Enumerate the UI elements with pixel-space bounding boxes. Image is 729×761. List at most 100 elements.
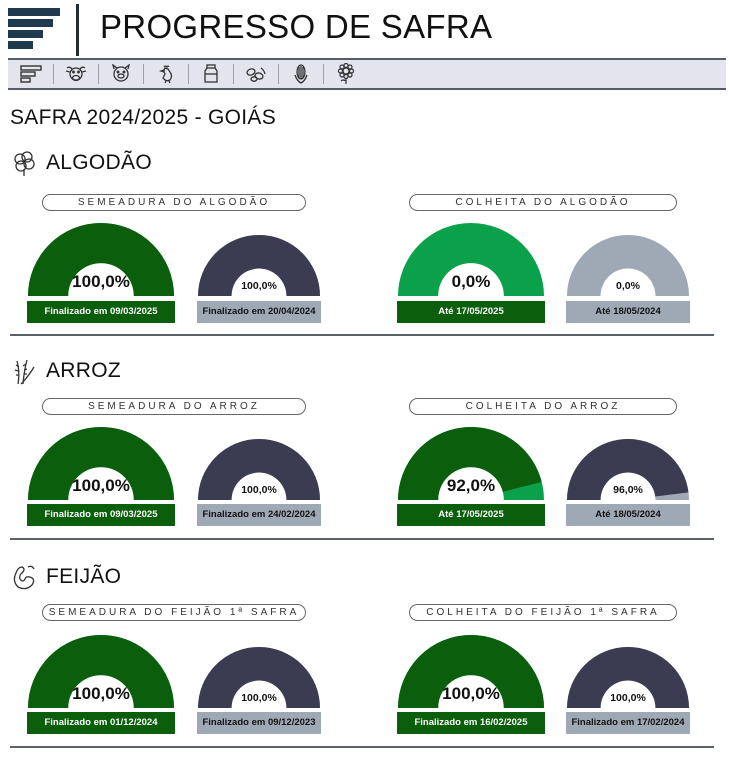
gauge-current-label: Até 17/05/2025 bbox=[397, 504, 545, 526]
gauge-arc bbox=[567, 438, 689, 500]
pig-icon[interactable] bbox=[106, 62, 136, 86]
sunflower-icon[interactable] bbox=[331, 62, 361, 86]
gauge-value: 100,0% bbox=[72, 272, 130, 291]
gauge-fill-arc bbox=[398, 426, 542, 500]
harvest-pill: COLHEITA DO ARROZ bbox=[409, 398, 677, 415]
gauge-fill-arc bbox=[198, 234, 320, 296]
crop-name: ARROZ bbox=[46, 359, 121, 382]
app-title: PROGRESSO DE SAFRA bbox=[100, 8, 493, 45]
gauge-previous-label: Finalizado em 24/02/2024 bbox=[197, 504, 321, 526]
gauge-value: 100,0% bbox=[241, 280, 277, 292]
gauge-current-label: Até 17/05/2025 bbox=[397, 301, 545, 323]
gauge-current-label: Finalizado em 16/02/2025 bbox=[397, 712, 545, 734]
gauge-value: 100,0% bbox=[610, 692, 646, 704]
harvest-pill: COLHEITA DO ALGODÃO bbox=[409, 194, 677, 211]
gauge-previous-harvest: 0,0% bbox=[566, 232, 690, 298]
gauge-arc bbox=[28, 634, 174, 708]
gauge-previous-sowing: 100,0% bbox=[197, 232, 321, 298]
toolbar-separator bbox=[143, 64, 144, 84]
gauge-fill-arc bbox=[198, 438, 320, 500]
gauge-previous-label: Finalizado em 17/02/2024 bbox=[566, 712, 690, 734]
gauge-previous-label: Até 18/05/2024 bbox=[566, 504, 690, 526]
gauge-current-harvest: 100,0% bbox=[397, 632, 545, 712]
logo-icon bbox=[8, 8, 60, 50]
sowing-pill: SEMEADURA DO FEIJÃO 1ª SAFRA bbox=[42, 604, 306, 621]
gauge-arc bbox=[398, 634, 544, 708]
chicken-icon[interactable] bbox=[151, 62, 181, 86]
gauge-previous-sowing: 100,0% bbox=[197, 644, 321, 710]
gauge-remaining-arc bbox=[567, 234, 689, 296]
gauge-value: 100,0% bbox=[442, 684, 500, 703]
gauge-value: 92,0% bbox=[446, 476, 496, 495]
gauge-previous-label: Finalizado em 20/04/2024 bbox=[197, 301, 321, 323]
crop-header: ARROZ bbox=[10, 356, 121, 386]
toolbar-separator bbox=[53, 64, 54, 84]
gauge-current-label: Finalizado em 09/03/2025 bbox=[27, 301, 175, 323]
beans-icon[interactable] bbox=[241, 62, 271, 86]
bean-icon bbox=[13, 565, 35, 590]
header-divider bbox=[76, 4, 79, 56]
gauge-fill-arc bbox=[198, 646, 320, 708]
gauge-value: 100,0% bbox=[241, 692, 277, 704]
toolbar-separator bbox=[323, 64, 324, 84]
milk-can-icon[interactable] bbox=[196, 62, 226, 86]
harvest-pill: COLHEITA DO FEIJÃO 1ª SAFRA bbox=[409, 604, 677, 621]
gauge-previous-harvest: 100,0% bbox=[566, 644, 690, 710]
crop-name: FEIJÃO bbox=[46, 565, 122, 588]
gauge-fill-arc bbox=[567, 439, 689, 500]
gauge-current-harvest: 92,0% bbox=[397, 424, 545, 504]
gauge-arc bbox=[198, 234, 320, 296]
rice-icon bbox=[14, 359, 35, 385]
toolbar bbox=[8, 58, 726, 90]
gauge-value: 100,0% bbox=[241, 484, 277, 496]
gauge-value: 100,0% bbox=[72, 684, 130, 703]
app-header: PROGRESSO DE SAFRA bbox=[0, 0, 729, 58]
gauge-current-sowing: 100,0% bbox=[27, 220, 175, 300]
sowing-pill: SEMEADURA DO ALGODÃO bbox=[42, 194, 306, 211]
gauge-current-label: Finalizado em 01/12/2024 bbox=[27, 712, 175, 734]
cow-icon[interactable] bbox=[61, 62, 91, 86]
toolbar-separator bbox=[233, 64, 234, 84]
gauge-fill-arc bbox=[567, 646, 689, 708]
gauge-previous-label: Finalizado em 09/12/2023 bbox=[197, 712, 321, 734]
gauge-fill-arc bbox=[398, 634, 544, 708]
gauge-value: 0,0% bbox=[616, 280, 640, 292]
crop-header: ALGODÃO bbox=[10, 148, 152, 178]
gauge-remaining-arc bbox=[398, 222, 544, 296]
cotton-icon bbox=[14, 151, 35, 176]
section-divider bbox=[10, 334, 714, 336]
gauge-value: 100,0% bbox=[72, 476, 130, 495]
gauge-fill-arc bbox=[28, 222, 174, 296]
bars-icon[interactable] bbox=[16, 62, 46, 86]
toolbar-separator bbox=[278, 64, 279, 84]
crop-header: FEIJÃO bbox=[10, 562, 121, 592]
gauge-arc bbox=[567, 234, 689, 296]
crop-section-rice: ARROZ SEMEADURA DO ARROZ COLHEITA DO ARR… bbox=[0, 356, 729, 544]
gauge-current-label: Finalizado em 09/03/2025 bbox=[27, 504, 175, 526]
section-title: SAFRA 2024/2025 - GOIÁS bbox=[10, 106, 277, 129]
crop-name: ALGODÃO bbox=[46, 151, 152, 174]
gauge-arc bbox=[28, 222, 174, 296]
gauge-value: 0,0% bbox=[451, 272, 491, 291]
section-divider bbox=[10, 746, 714, 748]
toolbar-separator bbox=[98, 64, 99, 84]
corn-icon[interactable] bbox=[286, 62, 316, 86]
gauge-arc bbox=[28, 426, 174, 500]
crop-section-cotton: ALGODÃO SEMEADURA DO ALGODÃO COLHEITA DO… bbox=[0, 148, 729, 336]
gauge-arc bbox=[567, 646, 689, 708]
gauge-previous-label: Até 18/05/2024 bbox=[566, 301, 690, 323]
gauge-arc bbox=[198, 438, 320, 500]
gauge-arc bbox=[198, 646, 320, 708]
gauge-current-sowing: 100,0% bbox=[27, 632, 175, 712]
gauge-previous-sowing: 100,0% bbox=[197, 436, 321, 502]
section-divider bbox=[10, 538, 714, 540]
gauge-current-sowing: 100,0% bbox=[27, 424, 175, 504]
gauge-arc bbox=[398, 426, 544, 500]
sowing-pill: SEMEADURA DO ARROZ bbox=[42, 398, 306, 415]
gauge-current-harvest: 0,0% bbox=[397, 220, 545, 300]
toolbar-separator bbox=[188, 64, 189, 84]
gauge-fill-arc bbox=[28, 426, 174, 500]
gauge-fill-arc bbox=[28, 634, 174, 708]
gauge-value: 96,0% bbox=[613, 484, 643, 496]
gauge-previous-harvest: 96,0% bbox=[566, 436, 690, 502]
